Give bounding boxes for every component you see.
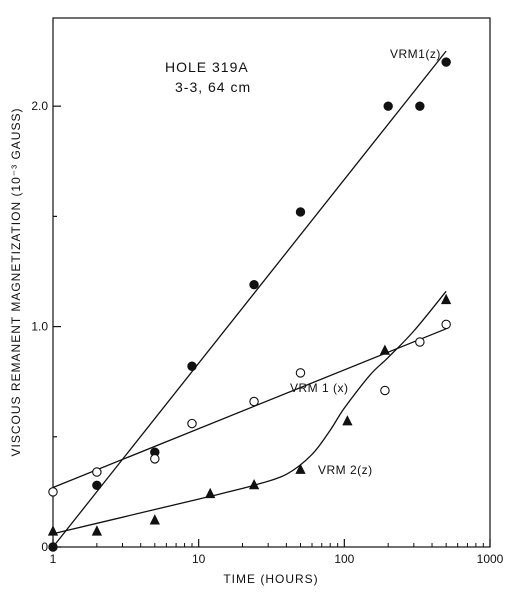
data-point-filled-triangle xyxy=(47,525,59,536)
fit-line-series-1 xyxy=(52,328,447,489)
x-axis-ticks: 1 10 100 1000 xyxy=(50,539,504,566)
series-label-vrm1z: VRM1(z) xyxy=(390,47,441,61)
y-tick-label: 1.0 xyxy=(31,320,48,334)
plot-frame xyxy=(52,17,491,548)
series-label-vrm2z: VRM 2(z) xyxy=(318,463,373,477)
data-point-filled-triangle xyxy=(248,479,260,490)
x-tick-label: 1 xyxy=(50,552,57,566)
y-axis-title: VISCOUS REMANENT MAGNETIZATION (10⁻³ GAU… xyxy=(9,108,23,457)
annotation-section: 3-3, 64 cm xyxy=(175,79,251,95)
data-point-filled-triangle xyxy=(295,463,306,474)
data-point-filled-triangle xyxy=(440,293,452,305)
data-point-filled-circle xyxy=(249,280,259,290)
data-point-filled-circle xyxy=(187,361,197,371)
data-point-filled-circle xyxy=(48,542,58,552)
data-point-open-circle xyxy=(441,319,451,330)
data-point-open-circle xyxy=(150,454,160,464)
data-point-open-circle xyxy=(380,385,390,396)
data-point-filled-circle xyxy=(295,207,306,217)
fit-lines xyxy=(52,50,447,548)
data-point-filled-triangle xyxy=(91,525,103,536)
data-point-filled-circle xyxy=(383,101,393,111)
data-point-open-circle xyxy=(415,337,425,347)
data-point-open-circle xyxy=(249,396,259,407)
data-point-filled-triangle xyxy=(149,514,160,525)
data-point-filled-triangle xyxy=(379,344,391,355)
data-point-filled-circle xyxy=(441,57,451,67)
data-point-open-circle xyxy=(48,487,58,497)
annotation-hole: HOLE 319A xyxy=(165,59,249,75)
series-label-vrm1x: VRM 1 (x) xyxy=(290,381,349,395)
x-tick-label: 10 xyxy=(192,552,206,566)
fit-line-series-0 xyxy=(52,50,447,548)
fit-line-series-2 xyxy=(52,290,447,535)
data-point-open-circle xyxy=(295,368,306,378)
data-point-open-circle xyxy=(187,418,197,429)
y-tick-label: 2.0 xyxy=(31,99,48,113)
x-tick-label: 1000 xyxy=(477,552,504,566)
data-point-open-circle xyxy=(92,467,102,477)
data-point-filled-triangle xyxy=(342,415,353,426)
y-tick-label: 0 xyxy=(41,540,48,554)
data-point-filled-triangle xyxy=(205,487,216,499)
data-point-filled-circle xyxy=(92,480,102,490)
y-axis-ticks: 0 1.0 2.0 xyxy=(31,99,61,554)
x-axis-title: TIME (HOURS) xyxy=(223,572,318,586)
data-points xyxy=(47,57,452,552)
data-point-filled-circle xyxy=(415,101,425,111)
x-tick-label: 100 xyxy=(334,552,354,566)
